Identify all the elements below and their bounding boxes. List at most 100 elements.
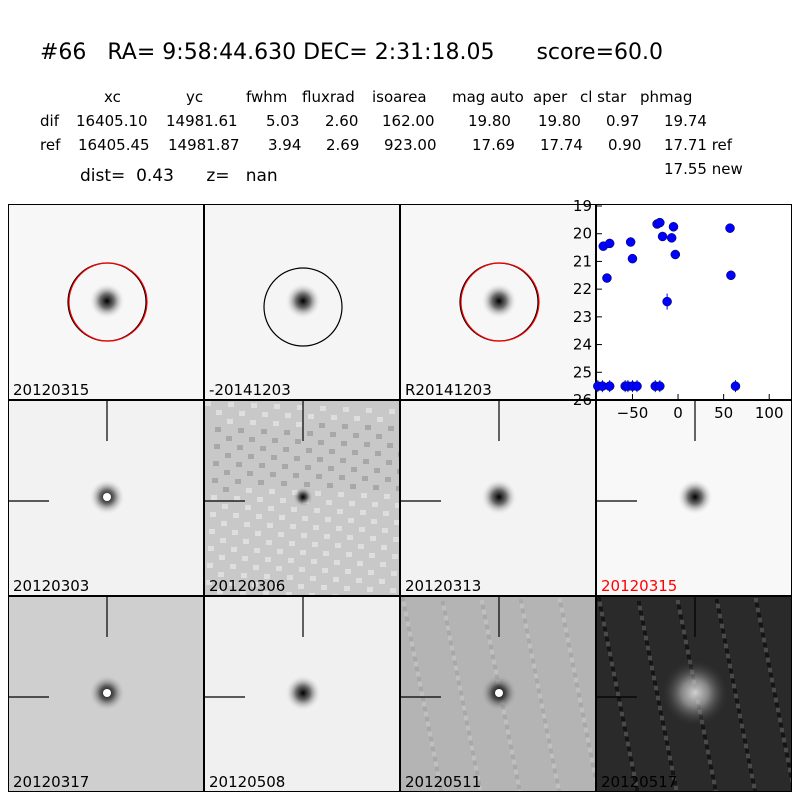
noise-speck <box>592 768 595 772</box>
noise-speck <box>466 726 470 730</box>
noise-speck <box>551 759 555 763</box>
noise-speck <box>783 743 787 747</box>
dif-value-1: 14981.61 <box>166 112 238 130</box>
noise-speck <box>513 765 517 769</box>
noise-speck <box>302 516 308 521</box>
y-tick-label: 24 <box>573 336 592 354</box>
noise-speck <box>344 586 350 591</box>
noise-speck <box>578 698 582 702</box>
stamp-image <box>597 401 713 515</box>
noise-speck <box>661 721 665 725</box>
data-point <box>726 270 736 281</box>
noise-speck <box>428 732 432 736</box>
noise-speck <box>778 718 782 722</box>
noise-speck <box>406 622 410 626</box>
noise-speck <box>483 615 487 619</box>
data-point <box>670 249 681 260</box>
noise-speck <box>747 759 751 763</box>
noise-speck <box>611 667 615 671</box>
noise-speck <box>597 597 601 601</box>
noise-speck <box>616 692 620 696</box>
noise-speck <box>382 528 388 533</box>
noise-speck <box>262 412 268 417</box>
dif-value-3: 2.60 <box>325 112 359 130</box>
noise-speck <box>491 655 495 659</box>
data-point <box>730 381 741 391</box>
light-curve-svg: 19 20 21 22 23 24 25 26 <box>573 197 792 409</box>
noise-speck <box>354 416 360 421</box>
noise-speck <box>728 664 732 668</box>
noise-speck <box>575 683 579 687</box>
stamp-image <box>205 597 321 711</box>
aperture-circle-red <box>68 262 148 342</box>
noise-speck <box>227 419 233 424</box>
noise-speck <box>492 660 496 664</box>
ref-label: ref <box>40 136 61 154</box>
noise-speck <box>556 784 560 788</box>
noise-speck <box>379 579 385 584</box>
noise-speck <box>421 697 425 701</box>
stamp-date-label: 20120315 <box>601 577 678 595</box>
noise-speck <box>533 669 537 673</box>
noise-speck <box>462 706 466 710</box>
noise-speck <box>288 558 294 563</box>
noise-speck <box>572 668 576 672</box>
noise-speck <box>404 612 408 616</box>
noise-speck <box>668 756 672 760</box>
noise-speck <box>330 432 336 437</box>
noise-speck <box>603 627 607 631</box>
noise-speck <box>402 602 406 606</box>
noise-speck <box>562 618 566 622</box>
noise-speck <box>623 727 627 731</box>
noise-speck <box>523 619 527 623</box>
plot-frame <box>596 204 792 400</box>
noise-speck <box>781 733 785 737</box>
noise-speck <box>372 502 378 507</box>
noise-speck <box>702 730 706 734</box>
noise-speck <box>301 533 307 538</box>
noise-speck <box>281 481 287 486</box>
noise-speck <box>387 443 393 448</box>
noise-speck <box>569 653 573 657</box>
noise-speck <box>656 696 660 700</box>
noise-speck <box>724 644 728 648</box>
noise-speck <box>224 470 230 475</box>
noise-speck <box>256 514 262 519</box>
noise-speck <box>608 652 612 656</box>
noise-speck <box>791 783 792 787</box>
noise-speck <box>746 754 750 758</box>
noise-speck <box>457 681 461 685</box>
stamp-date-label: 20120313 <box>405 577 482 595</box>
noise-speck <box>654 686 658 690</box>
source-blob <box>481 283 517 319</box>
noise-speck <box>588 748 592 752</box>
stamp-date-label: 20120315 <box>13 381 90 399</box>
noise-speck <box>539 699 543 703</box>
stamp-image <box>401 597 595 791</box>
noise-speck <box>264 574 270 579</box>
noise-speck <box>505 725 509 729</box>
noise-speck <box>418 682 422 686</box>
noise-speck <box>358 544 364 549</box>
noise-speck <box>604 632 608 636</box>
stamp-panel: 20120306 <box>204 400 400 596</box>
noise-speck <box>512 760 516 764</box>
phmag-new: 17.55 new <box>664 160 743 178</box>
noise-speck <box>210 512 216 517</box>
noise-speck <box>508 740 512 744</box>
noise-speck <box>357 561 363 566</box>
noise-speck <box>265 557 271 562</box>
noise-speck <box>296 422 302 427</box>
noise-speck <box>522 614 526 618</box>
noise-speck <box>423 707 427 711</box>
noise-speck <box>504 720 508 724</box>
noise-speck <box>350 484 356 489</box>
noise-speck <box>450 646 454 650</box>
noise-speck <box>515 775 519 779</box>
noise-speck <box>453 661 457 665</box>
data-point <box>604 238 615 249</box>
noise-speck <box>456 676 460 680</box>
noise-speck <box>790 778 791 782</box>
noise-speck <box>633 777 637 781</box>
noise-speck <box>352 450 358 455</box>
